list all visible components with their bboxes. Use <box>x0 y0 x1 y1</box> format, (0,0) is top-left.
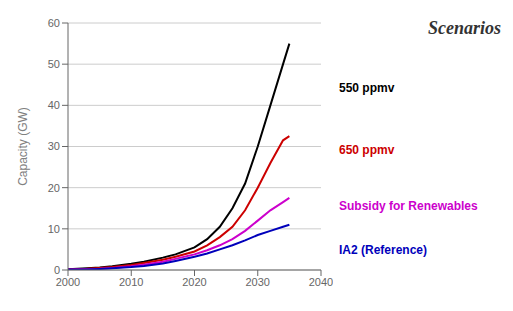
svg-text:2040: 2040 <box>309 276 333 288</box>
html-text:IA2 (Reference): IA2 (Reference) <box>339 242 427 257</box>
html-text:Subsidy for Renewables: Subsidy for Renewables <box>339 198 478 213</box>
html-text:650 ppmv: 650 ppmv <box>339 142 395 157</box>
svg-text:40: 40 <box>48 99 60 111</box>
svg-text:2030: 2030 <box>246 276 270 288</box>
svg-text:50: 50 <box>48 58 60 70</box>
svg-text:0: 0 <box>54 264 60 276</box>
svg-text:10: 10 <box>48 223 60 235</box>
html-text:550 ppmv: 550 ppmv <box>339 80 395 95</box>
svg-text:30: 30 <box>48 140 60 152</box>
svg-text:20: 20 <box>48 182 60 194</box>
svg-text:2000: 2000 <box>56 276 80 288</box>
html-text:Scenarios: Scenarios <box>428 18 501 38</box>
svg-text:Capacity (GW): Capacity (GW) <box>16 107 30 186</box>
svg-text:2020: 2020 <box>182 276 206 288</box>
svg-text:2010: 2010 <box>119 276 143 288</box>
svg-text:60: 60 <box>48 17 60 29</box>
